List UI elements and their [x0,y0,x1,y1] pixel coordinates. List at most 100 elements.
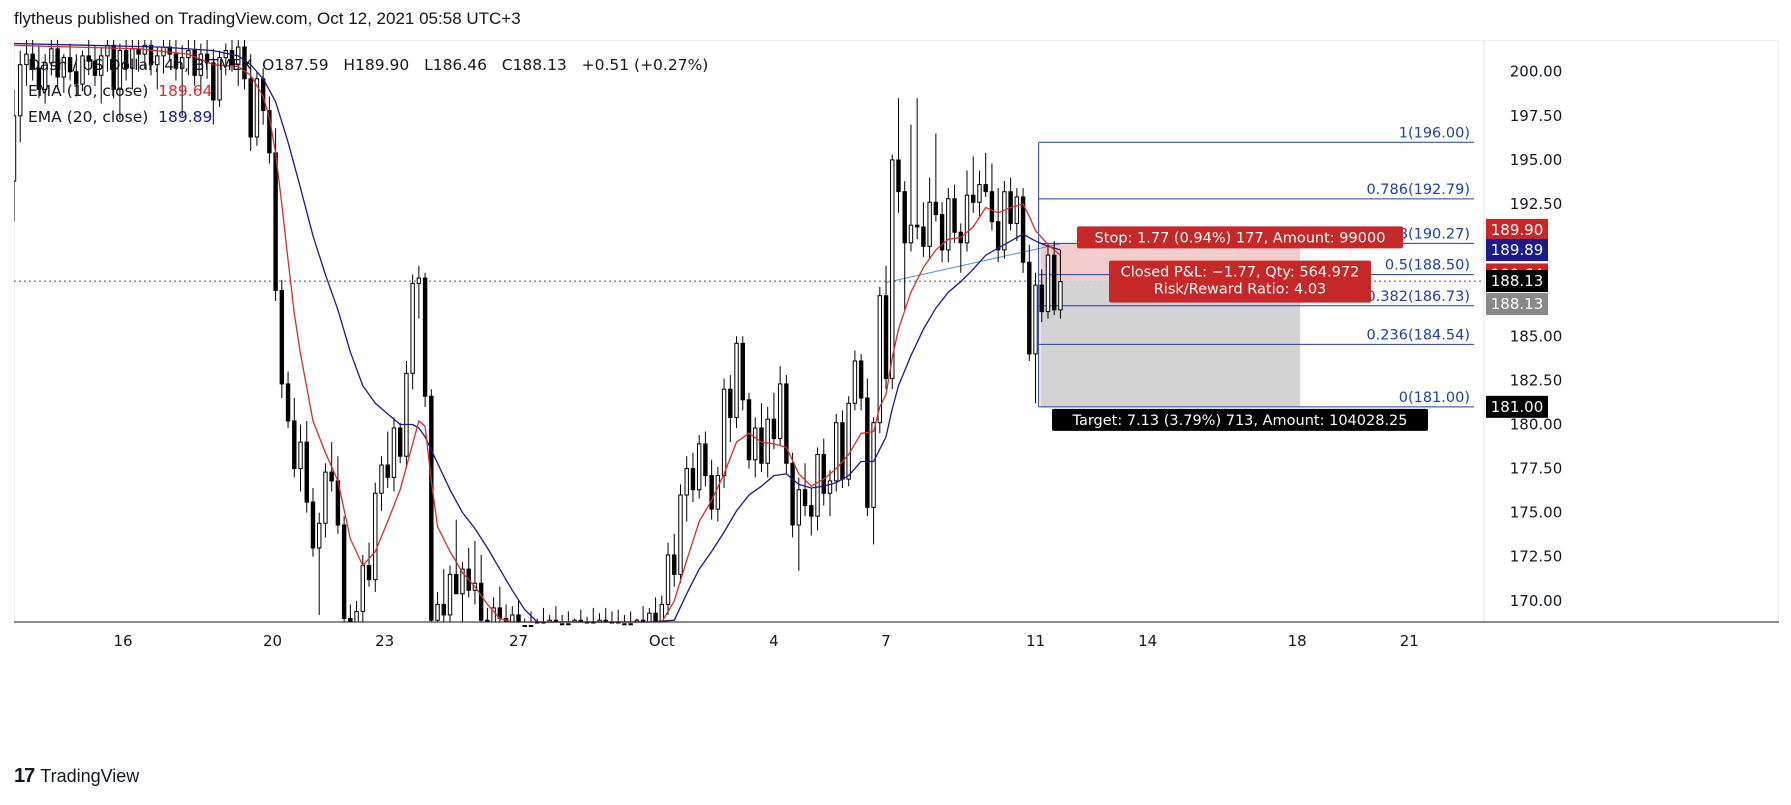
candle [55,40,60,90]
price-tag-bg [1486,239,1548,262]
candle-body-down [192,50,197,76]
candle [672,533,677,587]
candle [74,54,79,97]
candle [217,50,222,108]
ema10-value: 189.64 [158,82,213,100]
candle [796,477,802,571]
candle-body-up [753,427,758,461]
candle [609,611,615,624]
stop-label-bg [1077,226,1403,249]
fib-level-label: 0(181.00) [1399,390,1470,406]
candle-body-up [24,53,29,66]
ema-layer [13,42,1061,623]
candle [416,265,422,319]
candle [285,371,291,428]
price-tag-text: 189.89 [1491,241,1544,259]
candle [977,170,982,217]
chart-frame[interactable]: 1(196.00) 0.786(192.79) 0.618(190.27) 0.5(1… [11,39,1780,760]
candle-body-down [478,582,484,621]
tradingview-logo-icon: 17 [14,765,35,787]
candle-body-up [18,64,23,117]
candle [310,487,316,557]
candle-body-down [211,62,216,101]
candle-body-down [279,289,285,385]
candle-body-up [298,441,303,470]
candle-body-up [622,623,627,626]
candle-body-down [896,159,901,193]
candle [211,48,216,125]
candle [80,50,85,92]
candle-body-down [385,464,390,478]
candle [447,565,453,622]
candle [921,202,926,257]
y-tick-label: 170.00 [1510,592,1563,610]
candle [410,274,415,390]
candle-body-down [672,554,677,575]
candle [1033,272,1038,404]
candle [927,177,932,259]
price-tag-bg [1486,293,1548,316]
candle [721,378,727,488]
candle-body-down [921,226,926,247]
candle-body-up [946,198,951,251]
candle [696,435,702,499]
candle-body-up [877,295,883,424]
stop-label: Stop: 1.77 (0.94%) 177, Amount: 99000 [1077,226,1403,249]
target-label-text: Target: 7.13 (3.79%) 713, Amount: 104028… [1071,413,1407,429]
candle-body-up [777,383,783,440]
price-tag: 189.90 [1486,218,1548,241]
candle [553,606,559,623]
price-tag-text: 189.90 [1491,221,1544,239]
candle-body-up [908,224,914,244]
x-tick-label: 21 [1400,632,1419,650]
candle-body-up [404,372,409,457]
candle-body-down [883,295,889,380]
x-tick-label: Oct [649,632,675,650]
candle [815,447,820,531]
candle-body-up [49,48,54,64]
candle [391,417,397,492]
candle [821,438,826,506]
candle-body-up [715,475,721,510]
candle-body-up [734,342,739,418]
candle [547,614,552,623]
candle [734,336,739,428]
candle-body-up [179,57,185,69]
candle-body-up [360,565,366,612]
candle [510,606,515,623]
candle-body-down [204,53,210,64]
candle-body-down [939,214,945,251]
candle [254,71,260,146]
candle [946,188,951,263]
candle-body-down [759,427,764,464]
candle [591,607,596,624]
fib-level-label: 0.5(188.50) [1385,258,1470,274]
pnl-label: Closed P&L: −1.77, Qty: 564.972Risk/Rewa… [1109,260,1371,303]
candle [478,554,484,622]
candle-body-down [709,475,714,510]
candle [204,40,210,79]
candle-body-up [827,480,833,494]
candle-body-down [858,360,864,399]
price-tag: 188.13 [1486,270,1548,293]
rr-label-text: Risk/Reward Ratio: 4.03 [1154,282,1327,298]
candle-body-down [566,623,571,626]
pnl-label-bg [1109,260,1371,303]
candle-body-up [435,603,440,621]
candle [902,181,907,310]
candle [304,420,309,513]
candle-body-up [678,494,683,575]
candle [846,396,851,487]
y-tick-label: 177.50 [1510,460,1563,478]
y-tick-label: 195.00 [1510,151,1563,169]
candle [98,47,104,104]
brand-name: TradingView [40,766,140,786]
price-tag-text: 188.13 [1491,272,1544,290]
candle [373,482,378,593]
candle [640,606,646,623]
candle-body-down [995,221,1001,251]
candle [989,163,995,231]
candle-body-down [902,191,907,244]
y-tick-label: 172.50 [1510,548,1563,566]
price-chart[interactable]: 1(196.00)0.786(192.79)0.618(190.27)0.5(1… [11,39,1780,760]
